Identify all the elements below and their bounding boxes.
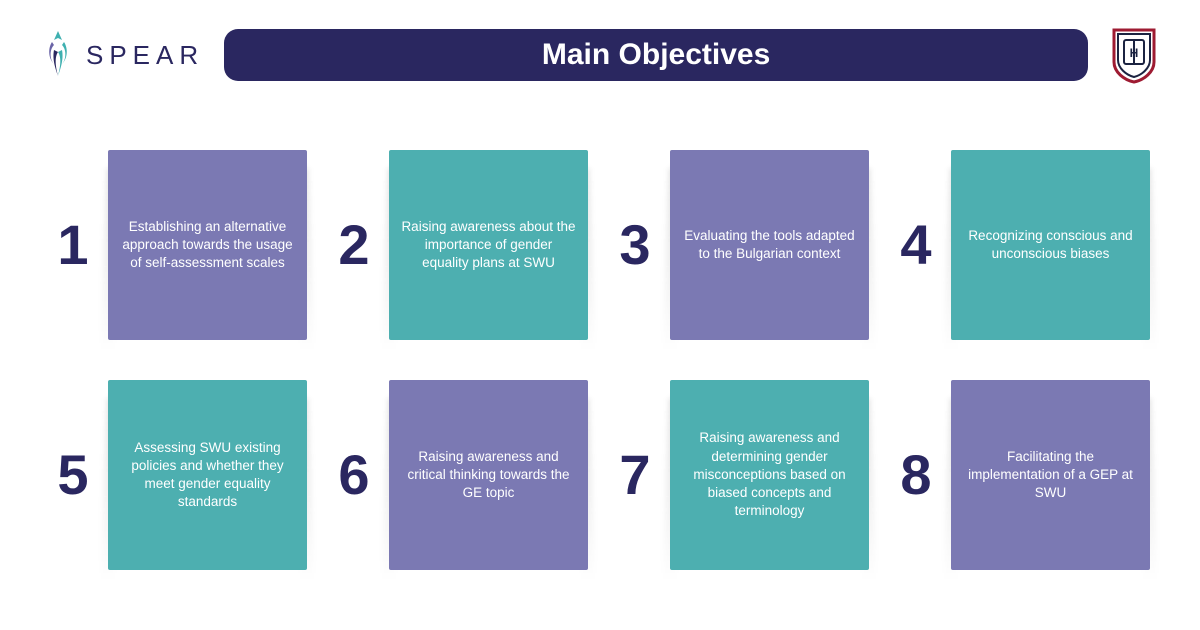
objective-cell: 8 Facilitating the implementation of a GE… bbox=[893, 380, 1150, 570]
page: SPEAR Main Objectives H 1 Establishing an… bbox=[0, 0, 1200, 630]
objective-text: Facilitating the implementation of a GEP… bbox=[963, 448, 1138, 503]
objective-number: 1 bbox=[50, 150, 96, 340]
objective-text: Raising awareness and determining gender… bbox=[682, 429, 857, 520]
shield-logo-icon: H bbox=[1108, 26, 1160, 84]
spear-wordmark: SPEAR bbox=[86, 40, 204, 71]
header: SPEAR Main Objectives H bbox=[40, 20, 1160, 90]
objective-card: Establishing an alternative approach tow… bbox=[108, 150, 307, 340]
objective-cell: 2 Raising awareness about the importance … bbox=[331, 150, 588, 340]
objective-text: Establishing an alternative approach tow… bbox=[120, 218, 295, 273]
page-title: Main Objectives bbox=[224, 29, 1088, 81]
objective-card: Raising awareness and determining gender… bbox=[670, 380, 869, 570]
objective-number: 5 bbox=[50, 380, 96, 570]
objective-text: Raising awareness about the importance o… bbox=[401, 218, 576, 273]
objective-number: 4 bbox=[893, 150, 939, 340]
objective-text: Evaluating the tools adapted to the Bulg… bbox=[682, 227, 857, 263]
objective-number: 3 bbox=[612, 150, 658, 340]
objective-card: Evaluating the tools adapted to the Bulg… bbox=[670, 150, 869, 340]
page-title-text: Main Objectives bbox=[542, 38, 770, 72]
objective-number: 2 bbox=[331, 150, 377, 340]
objective-card: Facilitating the implementation of a GEP… bbox=[951, 380, 1150, 570]
objective-cell: 1 Establishing an alternative approach to… bbox=[50, 150, 307, 340]
objective-cell: 7 Raising awareness and determining gende… bbox=[612, 380, 869, 570]
objective-number: 6 bbox=[331, 380, 377, 570]
objective-text: Assessing SWU existing policies and whet… bbox=[120, 439, 295, 512]
objective-cell: 3 Evaluating the tools adapted to the Bul… bbox=[612, 150, 869, 340]
objectives-grid: 1 Establishing an alternative approach to… bbox=[40, 150, 1160, 600]
spear-logo-icon bbox=[40, 30, 76, 80]
objective-card: Raising awareness about the importance o… bbox=[389, 150, 588, 340]
svg-text:H: H bbox=[1130, 46, 1139, 60]
spear-logo: SPEAR bbox=[40, 30, 204, 80]
objective-card: Raising awareness and critical thinking … bbox=[389, 380, 588, 570]
objective-text: Raising awareness and critical thinking … bbox=[401, 448, 576, 503]
objective-card: Recognizing conscious and unconscious bi… bbox=[951, 150, 1150, 340]
objective-cell: 6 Raising awareness and critical thinking… bbox=[331, 380, 588, 570]
objective-cell: 5 Assessing SWU existing policies and whe… bbox=[50, 380, 307, 570]
objective-cell: 4 Recognizing conscious and unconscious b… bbox=[893, 150, 1150, 340]
objective-number: 7 bbox=[612, 380, 658, 570]
objective-card: Assessing SWU existing policies and whet… bbox=[108, 380, 307, 570]
objective-text: Recognizing conscious and unconscious bi… bbox=[963, 227, 1138, 263]
objective-number: 8 bbox=[893, 380, 939, 570]
